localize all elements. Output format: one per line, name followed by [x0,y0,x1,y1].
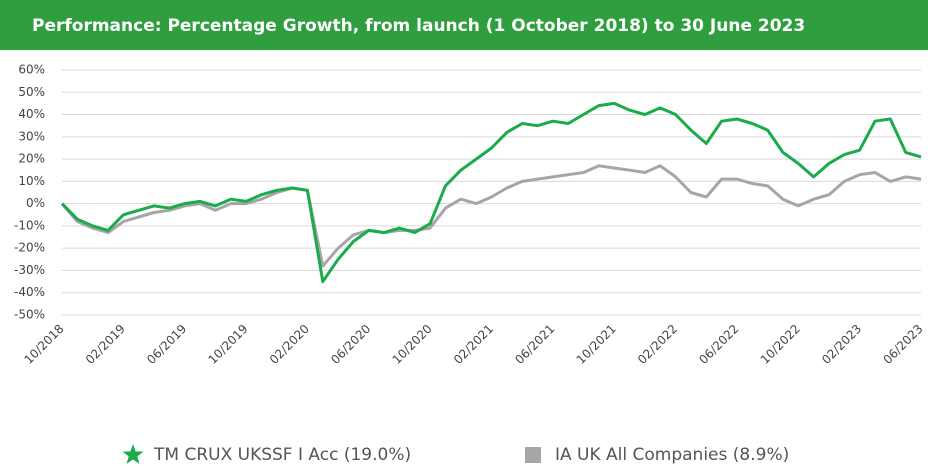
y-tick-label: -20% [14,241,45,255]
legend-label: IA UK All Companies (8.9%) [555,445,789,465]
y-tick-label: 30% [18,129,45,143]
x-tick-label: 10/2020 [390,322,435,367]
x-tick-label: 10/2022 [758,322,803,367]
y-tick-label: 20% [18,152,45,166]
series-line [60,164,922,268]
x-tick-label: 10/2018 [21,322,66,367]
x-tick-label: 06/2023 [880,322,925,367]
x-tick-label: 10/2019 [206,322,251,367]
y-tick-label: 50% [18,85,45,99]
y-tick-label: 10% [18,174,45,188]
legend-label: TM CRUX UKSSF I Acc (19.0%) [153,445,411,465]
y-tick-label: 60% [18,63,45,77]
x-tick-label: 06/2019 [144,322,189,367]
y-tick-label: 0% [26,196,45,210]
x-tick-label: 06/2020 [328,322,373,367]
series-line [60,101,922,284]
x-tick-label: 02/2023 [819,322,864,367]
legend-symbol [122,444,144,464]
x-tick-label: 10/2021 [574,322,619,367]
y-tick-label: 40% [18,107,45,121]
x-tick-label: 02/2020 [267,322,312,367]
chart-title: Performance: Percentage Growth, from lau… [32,16,805,36]
y-tick-label: -50% [14,308,45,322]
y-tick-label: -40% [14,285,45,299]
x-tick-label: 02/2022 [635,322,680,367]
header-bar [0,0,928,50]
y-tick-label: -10% [14,218,45,232]
x-tick-label: 06/2021 [512,322,557,367]
y-tick-label: -30% [14,263,45,277]
x-tick-label: 06/2022 [696,322,741,367]
x-tick-label: 02/2019 [83,322,128,367]
x-tick-label: 02/2021 [451,322,496,367]
legend-symbol [525,447,541,463]
